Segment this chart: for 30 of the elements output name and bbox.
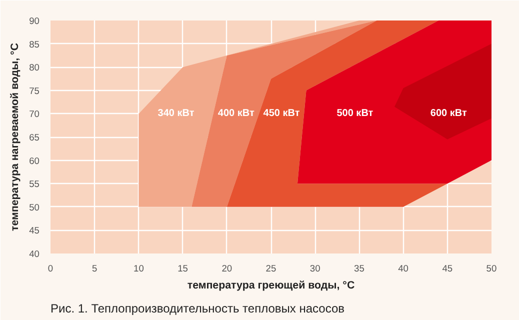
text: Рис. 1. Теплопроизводительность тепловых насосов [50,302,345,316]
y-tick-label: 65 [29,132,40,142]
x-tick-label: 45 [442,264,453,274]
x-tick-label: 50 [486,264,497,274]
x-tick-label: 30 [310,264,320,274]
y-tick-label: 45 [29,226,40,236]
y-tick-label: 60 [29,156,40,166]
y-tick-label: 40 [29,249,40,259]
y-tick-label: 55 [29,179,40,190]
y-tick-label: 85 [29,39,40,50]
series-label: 600 кВт [430,108,467,120]
x-tick-label: 10 [134,264,144,274]
x-tick-label: 40 [398,264,409,274]
x-tick-label: 0 [48,264,54,274]
y-tick-label: 50 [29,202,40,212]
series-label: 500 кВт [336,108,374,120]
series-label: 450 кВт [263,108,300,120]
y-axis-title: температура нагреваемой воды, °С [9,42,22,231]
x-axis-title: температура греющей воды, °С [187,280,355,292]
x-tick-label: 25 [266,264,276,274]
y-tick-label: 80 [29,62,40,73]
x-tick-label: 15 [178,264,188,274]
y-tick-label: 70 [29,109,40,120]
x-tick-label: 20 [222,264,232,274]
series-label: 340 кВт [158,108,194,120]
x-tick-label: 35 [354,264,364,274]
y-tick-label: 90 [29,16,40,26]
x-tick-label: 5 [92,264,98,274]
y-tick-label: 75 [29,86,40,96]
series-label: 400 кВт [218,108,254,120]
